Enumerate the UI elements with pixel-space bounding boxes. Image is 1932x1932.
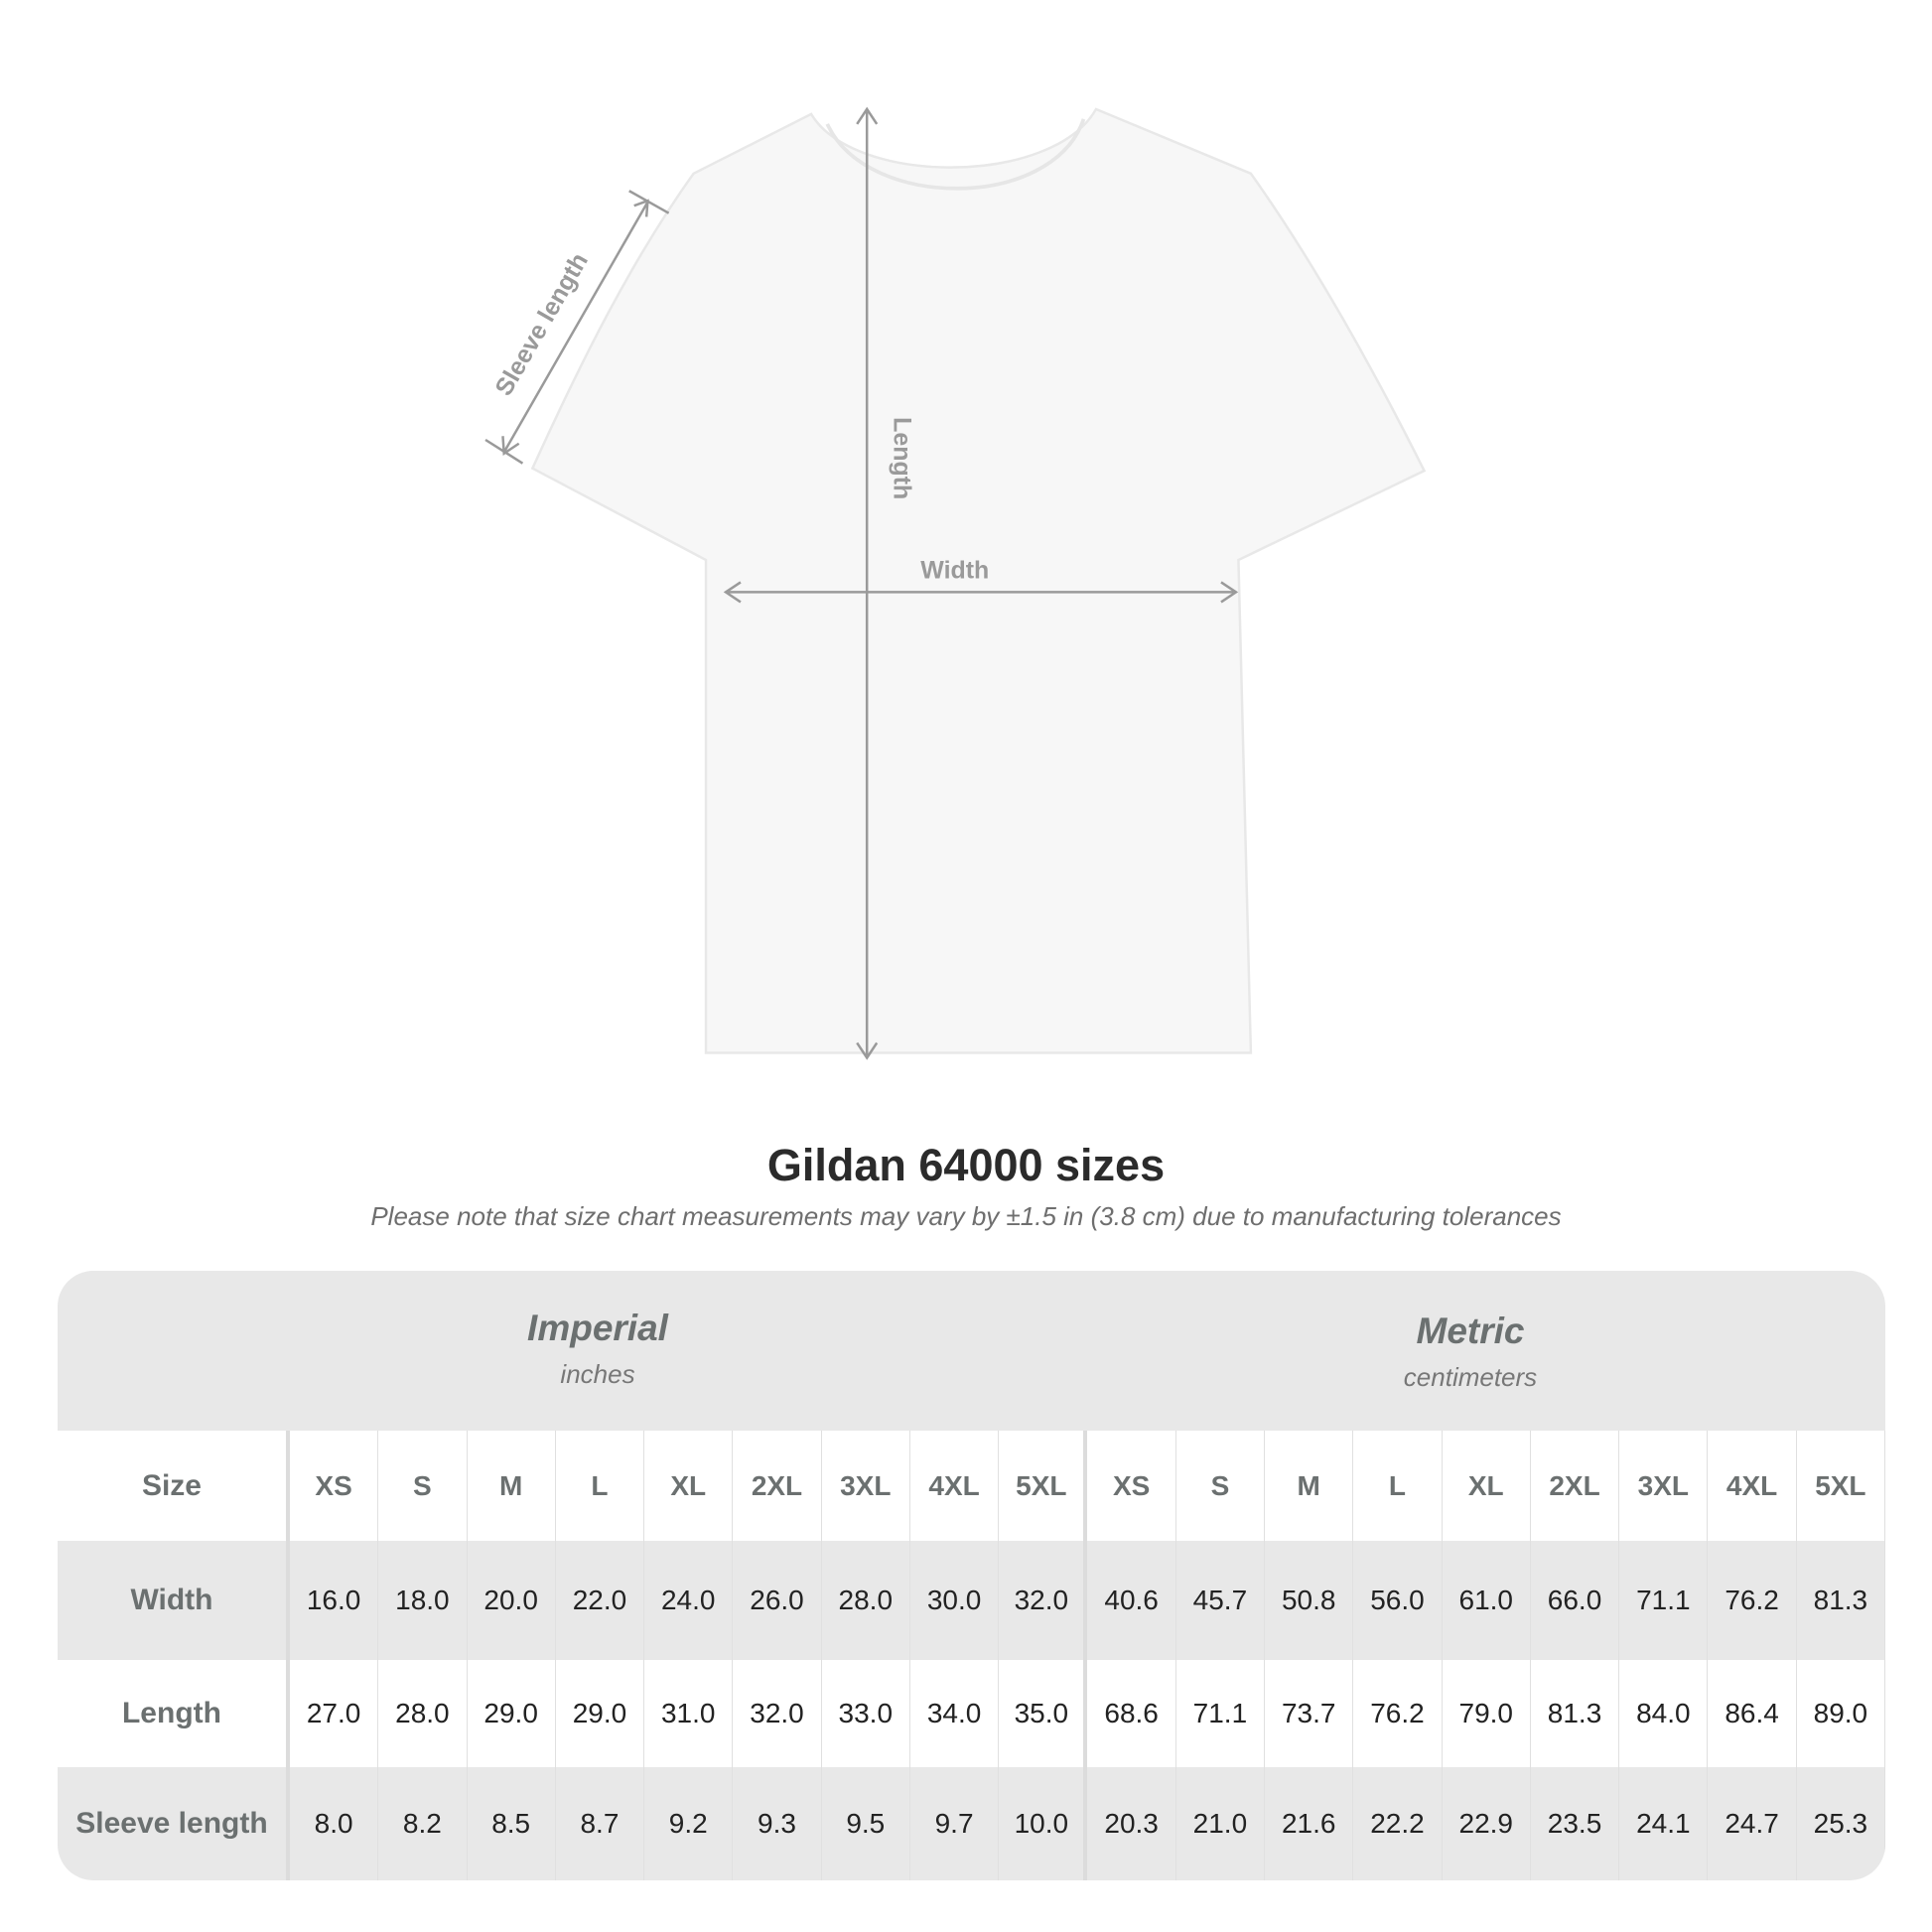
size-header-cell: 2XL bbox=[733, 1431, 822, 1541]
tolerance-note: Please note that size chart measurements… bbox=[370, 1201, 1562, 1231]
table-cell: 71.1 bbox=[1619, 1541, 1709, 1660]
page-title: Gildan 64000 sizes bbox=[766, 1140, 1166, 1190]
table-cell: 22.0 bbox=[556, 1541, 645, 1660]
table-cell: 81.3 bbox=[1797, 1541, 1885, 1660]
size-header-cell: XS bbox=[290, 1431, 379, 1541]
table-cell: 24.7 bbox=[1708, 1767, 1797, 1880]
table-row-length: Length 27.0 28.0 29.0 29.0 31.0 32.0 33.0 34.0 35… bbox=[58, 1660, 1885, 1767]
table-cell: 56.0 bbox=[1353, 1541, 1443, 1660]
table-cell: 66.0 bbox=[1531, 1541, 1620, 1660]
table-cell: 22.9 bbox=[1443, 1767, 1531, 1880]
size-header-cell: S bbox=[378, 1431, 468, 1541]
table-cell: 8.0 bbox=[290, 1767, 379, 1880]
table-cell: 73.7 bbox=[1265, 1660, 1354, 1767]
table-cell: 30.0 bbox=[910, 1541, 1000, 1660]
size-header-cell: 4XL bbox=[1708, 1431, 1797, 1541]
table-cell: 20.0 bbox=[468, 1541, 556, 1660]
table-cell: 21.6 bbox=[1265, 1767, 1354, 1880]
size-row-label: Size bbox=[58, 1431, 290, 1541]
table-cell: 9.3 bbox=[733, 1767, 822, 1880]
table-cell: 29.0 bbox=[468, 1660, 556, 1767]
table-cell: 32.0 bbox=[999, 1541, 1088, 1660]
table-cell: 27.0 bbox=[290, 1660, 379, 1767]
table-cell: 22.2 bbox=[1353, 1767, 1443, 1880]
table-row-sleeve-length: Sleeve length 8.0 8.2 8.5 8.7 9.2 9.3 9.5 9.7 10.… bbox=[58, 1767, 1885, 1880]
table-cell: 23.5 bbox=[1531, 1767, 1620, 1880]
metric-unit: centimeters bbox=[1403, 1362, 1538, 1392]
table-cell: 45.7 bbox=[1176, 1541, 1266, 1660]
size-header-cell: XS bbox=[1087, 1431, 1176, 1541]
size-header-cell: L bbox=[1353, 1431, 1443, 1541]
table-cell: 50.8 bbox=[1265, 1541, 1354, 1660]
metric-header: Metric centimeters bbox=[1173, 1311, 1768, 1393]
imperial-title: Imperial bbox=[527, 1308, 668, 1348]
row-label: Length bbox=[58, 1660, 290, 1767]
table-cell: 24.0 bbox=[644, 1541, 734, 1660]
size-header-cell: 3XL bbox=[822, 1431, 910, 1541]
width-label: Width bbox=[920, 557, 989, 585]
table-cell: 8.2 bbox=[378, 1767, 468, 1880]
size-header-cell: 4XL bbox=[910, 1431, 1000, 1541]
imperial-unit: inches bbox=[560, 1359, 635, 1389]
table-cell: 9.5 bbox=[822, 1767, 910, 1880]
table-row-width: Width 16.0 18.0 20.0 22.0 24.0 26.0 28.0 30.0 32.… bbox=[58, 1541, 1885, 1660]
table-cell: 28.0 bbox=[378, 1660, 468, 1767]
table-cell: 10.0 bbox=[999, 1767, 1088, 1880]
size-header-cell: XL bbox=[644, 1431, 734, 1541]
unit-header-band bbox=[58, 1271, 1885, 1431]
size-header-cell: 5XL bbox=[999, 1431, 1088, 1541]
table-cell: 86.4 bbox=[1708, 1660, 1797, 1767]
size-header-row: Size XS S M L XL 2XL 3XL 4XL 5XL XS S M L XL 2XL 3XL 4XL… bbox=[58, 1431, 1885, 1541]
length-label: Length bbox=[889, 417, 916, 499]
table-cell: 20.3 bbox=[1087, 1767, 1176, 1880]
table-cell: 71.1 bbox=[1176, 1660, 1266, 1767]
table-cell: 79.0 bbox=[1443, 1660, 1531, 1767]
table-cell: 8.7 bbox=[556, 1767, 645, 1880]
table-cell: 76.2 bbox=[1353, 1660, 1443, 1767]
measurement-arrows bbox=[484, 106, 1239, 1060]
size-header-cell: 2XL bbox=[1531, 1431, 1620, 1541]
table-cell: 89.0 bbox=[1797, 1660, 1885, 1767]
imperial-header: Imperial inches bbox=[300, 1308, 896, 1390]
table-cell: 29.0 bbox=[556, 1660, 645, 1767]
table-cell: 9.7 bbox=[910, 1767, 1000, 1880]
table-cell: 81.3 bbox=[1531, 1660, 1620, 1767]
size-table: Imperial inches Metric centimeters Size … bbox=[58, 1271, 1885, 1880]
neckline bbox=[825, 118, 1086, 191]
table-cell: 9.2 bbox=[644, 1767, 734, 1880]
tshirt-measurement-diagram: Sleeve length Length Width bbox=[484, 106, 1427, 1060]
table-cell: 28.0 bbox=[822, 1541, 910, 1660]
size-header-cell: 3XL bbox=[1619, 1431, 1709, 1541]
size-header-cell: XL bbox=[1443, 1431, 1531, 1541]
table-cell: 21.0 bbox=[1176, 1767, 1266, 1880]
table-cell: 33.0 bbox=[822, 1660, 910, 1767]
table-cell: 34.0 bbox=[910, 1660, 1000, 1767]
tshirt-illustration bbox=[530, 107, 1427, 1054]
table-cell: 8.5 bbox=[468, 1767, 556, 1880]
table-cell: 35.0 bbox=[999, 1660, 1088, 1767]
table-cell: 76.2 bbox=[1708, 1541, 1797, 1660]
table-cell: 31.0 bbox=[644, 1660, 734, 1767]
size-header-cell: 5XL bbox=[1797, 1431, 1885, 1541]
metric-title: Metric bbox=[1416, 1311, 1525, 1351]
row-label: Sleeve length bbox=[58, 1767, 290, 1880]
table-cell: 61.0 bbox=[1443, 1541, 1531, 1660]
size-header-cell: S bbox=[1176, 1431, 1266, 1541]
row-label: Width bbox=[58, 1541, 290, 1660]
table-cell: 25.3 bbox=[1797, 1767, 1885, 1880]
table-cell: 24.1 bbox=[1619, 1767, 1709, 1880]
table-cell: 40.6 bbox=[1087, 1541, 1176, 1660]
size-header-cell: M bbox=[1265, 1431, 1354, 1541]
table-cell: 32.0 bbox=[733, 1660, 822, 1767]
size-header-cell: M bbox=[468, 1431, 556, 1541]
table-cell: 68.6 bbox=[1087, 1660, 1176, 1767]
size-header-cell: L bbox=[556, 1431, 645, 1541]
table-cell: 18.0 bbox=[378, 1541, 468, 1660]
table-cell: 84.0 bbox=[1619, 1660, 1709, 1767]
table-cell: 26.0 bbox=[733, 1541, 822, 1660]
table-cell: 16.0 bbox=[290, 1541, 379, 1660]
